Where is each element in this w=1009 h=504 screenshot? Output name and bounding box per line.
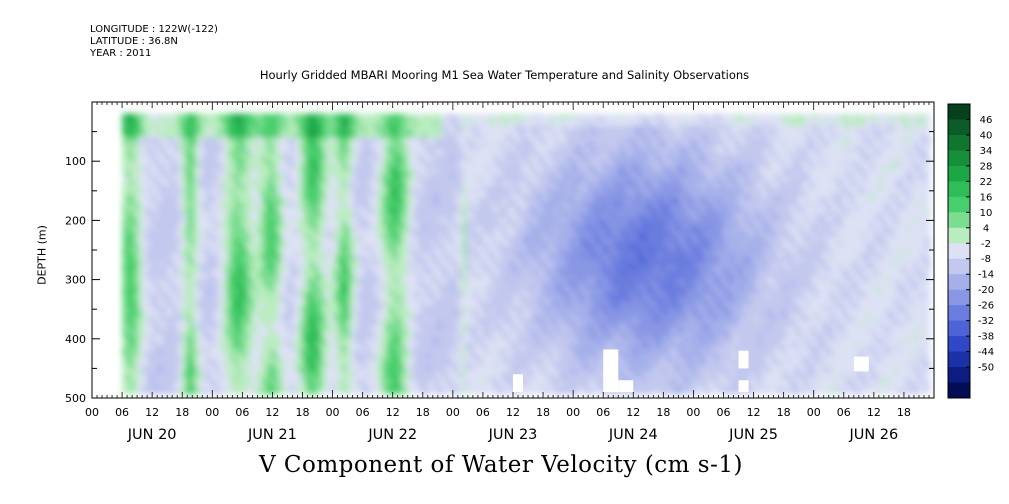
x-hour-label: 06 bbox=[115, 406, 129, 419]
x-hour-label: 06 bbox=[476, 406, 490, 419]
year-label: YEAR : 2011 bbox=[90, 48, 152, 59]
colorbar-swatch bbox=[948, 305, 970, 322]
colorbar-label: 34 bbox=[980, 146, 993, 157]
x-hour-label: 18 bbox=[175, 406, 189, 419]
y-tick-label: 500 bbox=[65, 392, 86, 405]
x-hour-label: 00 bbox=[85, 406, 99, 419]
heatmap-cells bbox=[122, 113, 931, 395]
missing-data-patches bbox=[513, 349, 869, 393]
colorbar-label: -26 bbox=[978, 301, 994, 312]
x-hour-label: 00 bbox=[446, 406, 460, 419]
y-axis: 100 200 300 400 500 bbox=[65, 131, 934, 405]
colorbar-swatch bbox=[948, 367, 970, 384]
longitude-label: LONGITUDE : 122W(-122) bbox=[90, 24, 218, 35]
colorbar-swatch bbox=[948, 227, 970, 244]
colorbar-swatch bbox=[948, 212, 970, 229]
heatmap-field bbox=[122, 113, 931, 395]
y-tick-label: 300 bbox=[65, 274, 86, 287]
colorbar-label: -38 bbox=[978, 332, 994, 343]
colorbar-swatch bbox=[948, 134, 970, 151]
x-hour-label: 12 bbox=[747, 406, 761, 419]
x-day-label: JUN 22 bbox=[367, 427, 417, 443]
colorbar-swatch bbox=[948, 289, 970, 306]
missing-data-patch bbox=[603, 349, 619, 393]
x-day-label: JUN 26 bbox=[848, 427, 898, 443]
x-hour-label: 06 bbox=[717, 406, 731, 419]
x-day-label: JUN 25 bbox=[728, 427, 778, 443]
x-hour-label: 18 bbox=[536, 406, 550, 419]
colorbar-swatch bbox=[948, 382, 970, 399]
colorbar-swatch bbox=[948, 150, 970, 167]
colorbar-label: 10 bbox=[980, 208, 993, 219]
colorbar-swatch bbox=[948, 351, 970, 368]
colorbar-swatch bbox=[948, 181, 970, 198]
x-day-label: JUN 21 bbox=[247, 427, 297, 443]
x-axis: 00 06 12 18 JUN 20 00 06 12 18 JUN 21 00 06 12 18 JUN … bbox=[85, 102, 935, 443]
x-day-label: JUN 23 bbox=[488, 427, 538, 443]
colorbar-label: -44 bbox=[978, 347, 994, 358]
y-tick-label: 200 bbox=[65, 214, 86, 227]
colorbar-label: -8 bbox=[981, 254, 991, 265]
x-hour-label: 00 bbox=[205, 406, 219, 419]
missing-data-patch bbox=[618, 380, 634, 393]
x-hour-label: 18 bbox=[777, 406, 791, 419]
colorbar-label: -32 bbox=[978, 316, 994, 327]
x-hour-label: 12 bbox=[386, 406, 400, 419]
x-hour-label: 06 bbox=[356, 406, 370, 419]
missing-data-patch bbox=[853, 356, 869, 372]
colorbar-swatch bbox=[948, 243, 970, 260]
colorbar-swatch bbox=[948, 274, 970, 291]
colorbar-label: -50 bbox=[978, 363, 994, 374]
colorbar-swatch bbox=[948, 336, 970, 353]
x-hour-label: 12 bbox=[506, 406, 520, 419]
colorbar-swatch bbox=[948, 320, 970, 337]
x-hour-label: 18 bbox=[296, 406, 310, 419]
colorbar-swatch bbox=[948, 104, 970, 120]
colorbar-swatch bbox=[948, 196, 970, 213]
colorbar-label: 40 bbox=[980, 130, 993, 141]
colorbar-label: 22 bbox=[980, 177, 993, 188]
y-tick-label: 100 bbox=[65, 155, 86, 168]
x-hour-label: 12 bbox=[867, 406, 881, 419]
colorbar: 46 40 34 28 22 16 10 4 -2 -8 -14 -20 -26 -32 -38 -44 -50 bbox=[947, 103, 994, 399]
x-day-label: JUN 20 bbox=[127, 427, 177, 443]
x-day-label: JUN 24 bbox=[608, 427, 658, 443]
x-hour-label: 00 bbox=[326, 406, 340, 419]
colorbar-swatch bbox=[948, 119, 970, 136]
missing-data-patch bbox=[738, 380, 749, 393]
x-hour-label: 18 bbox=[656, 406, 670, 419]
x-hour-label: 00 bbox=[686, 406, 700, 419]
missing-data-patch bbox=[513, 374, 524, 393]
x-hour-label: 18 bbox=[416, 406, 430, 419]
x-hour-label: 12 bbox=[265, 406, 279, 419]
latitude-label: LATITUDE : 36.8N bbox=[90, 36, 178, 47]
colorbar-label: 28 bbox=[980, 161, 993, 172]
x-hour-label: 12 bbox=[145, 406, 159, 419]
colorbar-label: 4 bbox=[983, 223, 989, 234]
y-tick-label: 400 bbox=[65, 333, 86, 346]
x-hour-label: 06 bbox=[596, 406, 610, 419]
variable-label: V Component of Water Velocity (cm s-1) bbox=[259, 452, 743, 478]
x-hour-label: 12 bbox=[626, 406, 640, 419]
colorbar-frame bbox=[947, 103, 971, 399]
x-hour-label: 00 bbox=[566, 406, 580, 419]
colorbar-label: -20 bbox=[978, 285, 994, 296]
colorbar-swatch bbox=[948, 165, 970, 182]
x-hour-label: 00 bbox=[807, 406, 821, 419]
x-hour-label: 06 bbox=[235, 406, 249, 419]
colorbar-swatch bbox=[948, 258, 970, 275]
colorbar-label: 16 bbox=[980, 192, 993, 203]
chart-title: Hourly Gridded MBARI Mooring M1 Sea Wate… bbox=[259, 68, 750, 82]
colorbar-label: -2 bbox=[981, 239, 991, 250]
missing-data-patch bbox=[738, 350, 749, 369]
x-hour-label: 18 bbox=[897, 406, 911, 419]
x-hour-label: 06 bbox=[837, 406, 851, 419]
colorbar-label: -14 bbox=[978, 270, 994, 281]
colorbar-label: 46 bbox=[980, 115, 993, 126]
